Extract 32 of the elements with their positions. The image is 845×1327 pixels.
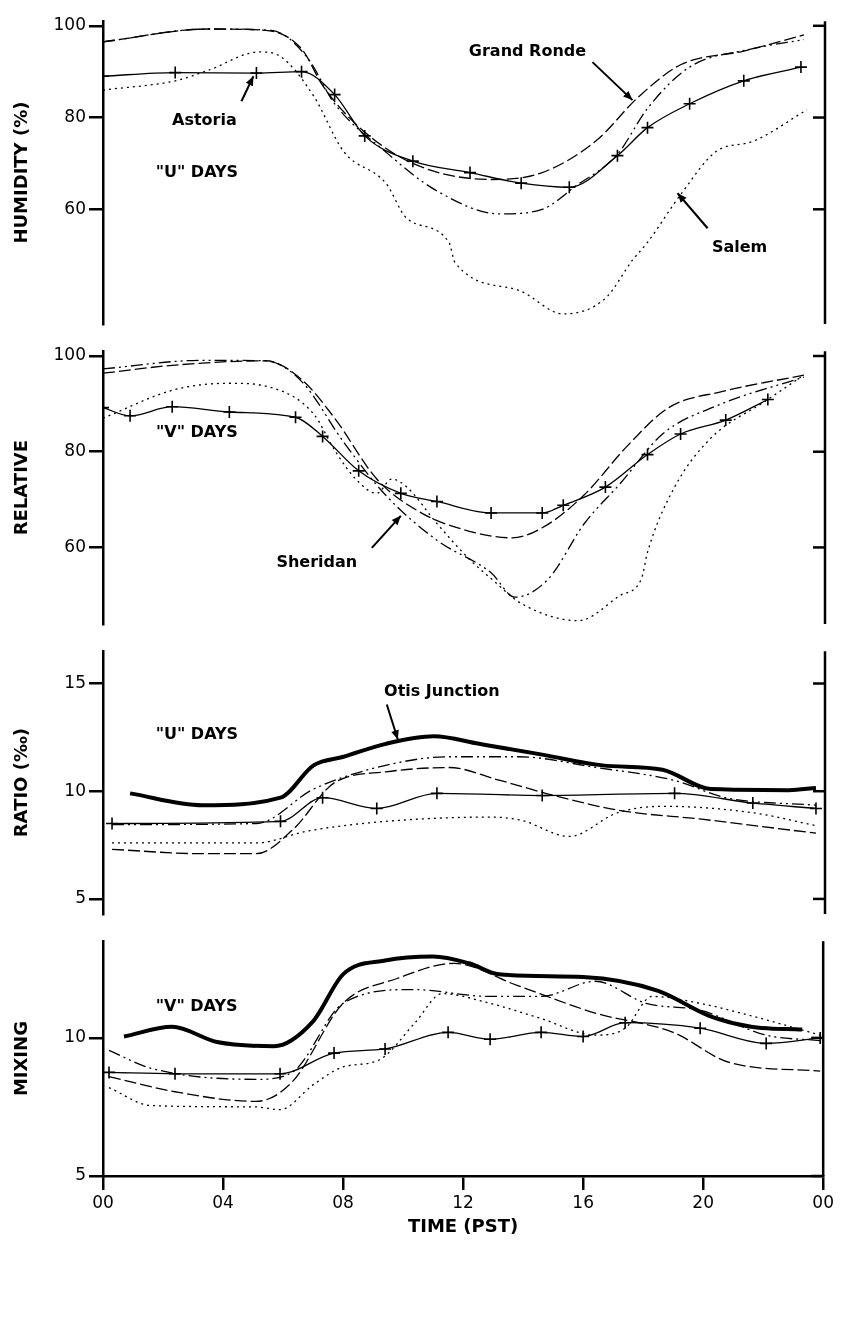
annotation: "V" DAYS bbox=[155, 996, 238, 1016]
annotation: Astoria bbox=[172, 110, 237, 130]
x-axis-title: TIME (PST) bbox=[407, 1214, 519, 1236]
x-tick-label: 12 bbox=[452, 1191, 474, 1212]
y-tick-label: 100 bbox=[53, 344, 86, 365]
x-tick-label: 00 bbox=[812, 1191, 834, 1212]
x-tick-label: 00 bbox=[92, 1191, 114, 1212]
y-tick-label: 80 bbox=[64, 440, 86, 461]
y-tick-label: 60 bbox=[64, 535, 86, 556]
annotation: Sheridan bbox=[276, 551, 358, 571]
y-tick-label: 100 bbox=[53, 14, 86, 35]
x-tick-label: 16 bbox=[572, 1191, 594, 1212]
y-tick-label: 5 bbox=[75, 887, 86, 908]
y-tick-label: 10 bbox=[64, 1026, 86, 1047]
y-tick-label: 10 bbox=[64, 779, 86, 800]
x-tick-label: 04 bbox=[212, 1191, 234, 1212]
annotation: Salem bbox=[711, 237, 768, 257]
x-tick-label: 08 bbox=[332, 1191, 354, 1212]
y-tick-label: 5 bbox=[75, 1164, 86, 1185]
y-tick-label: 15 bbox=[64, 671, 86, 692]
annotation: "U" DAYS bbox=[155, 724, 239, 744]
y-axis-title: HUMIDITY (%) bbox=[10, 101, 32, 244]
annotation: "V" DAYS bbox=[155, 422, 238, 442]
y-tick-label: 80 bbox=[64, 105, 86, 126]
y-axis-title: MIXING bbox=[10, 1021, 32, 1097]
y-tick-label: 60 bbox=[64, 197, 86, 218]
x-tick-label: 20 bbox=[692, 1191, 714, 1212]
y-axis-title: RELATIVE bbox=[10, 439, 32, 536]
y-axis-title: RATIO (‰) bbox=[10, 727, 32, 838]
annotation: Otis Junction bbox=[384, 680, 500, 700]
annotation: "U" DAYS bbox=[155, 161, 239, 181]
annotation: Grand Ronde bbox=[468, 41, 587, 61]
